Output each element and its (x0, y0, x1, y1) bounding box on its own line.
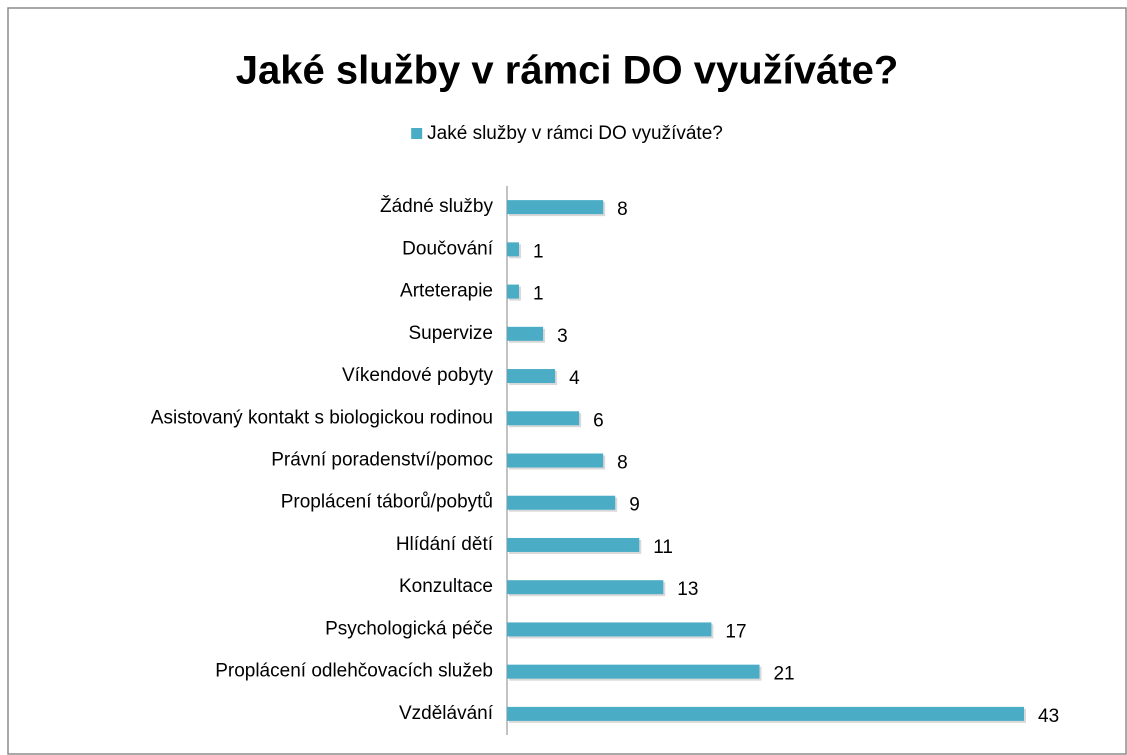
bar (507, 537, 640, 552)
data-label: 43 (1038, 706, 1059, 727)
bar (507, 411, 580, 426)
bar (507, 495, 616, 510)
data-label: 1 (533, 284, 544, 305)
data-label: 8 (617, 453, 628, 474)
bar (507, 453, 604, 468)
y-tick-label: Hlídání dětí (396, 534, 494, 555)
y-tick-label: Vzdělávání (399, 703, 494, 724)
y-tick-label: Konzultace (399, 576, 493, 597)
y-tick-label: Doučování (402, 238, 494, 259)
data-label: 3 (557, 326, 568, 347)
y-tick-label: Víkendové pobyty (342, 365, 494, 386)
y-tick-label: Žádné služby (380, 195, 494, 217)
y-tick-label: Asistovaný kontakt s biologickou rodinou (151, 407, 493, 428)
data-label: 17 (725, 621, 746, 642)
data-label: 6 (593, 410, 604, 431)
y-tick-label: Psychologická péče (325, 618, 493, 639)
y-tick-label: Proplácení odlehčovacích služeb (215, 661, 493, 682)
bar (507, 706, 1024, 721)
bar (507, 580, 664, 595)
bar (507, 242, 520, 257)
y-tick-label: Supervize (409, 323, 494, 344)
bar (507, 326, 544, 341)
data-label: 13 (677, 579, 698, 600)
data-label: 21 (773, 664, 794, 685)
bar (507, 284, 520, 299)
data-label: 11 (653, 537, 673, 558)
data-label: 8 (617, 199, 628, 220)
chart-frame (7, 7, 1127, 755)
bar (507, 622, 712, 637)
legend-swatch (411, 128, 423, 139)
bar (507, 664, 760, 679)
bar (507, 200, 604, 215)
y-tick-label: Arteterapie (400, 281, 493, 302)
legend-label: Jaké služby v rámci DO využíváte? (427, 123, 723, 144)
chart-title: Jaké služby v rámci DO využíváte? (236, 49, 899, 93)
bar (507, 369, 556, 384)
data-label: 4 (569, 368, 580, 389)
y-tick-label: Právní poradenství/pomoc (271, 450, 493, 471)
data-label: 1 (533, 241, 544, 262)
data-label: 9 (629, 495, 640, 516)
y-tick-label: Proplácení táborů/pobytů (281, 492, 493, 513)
